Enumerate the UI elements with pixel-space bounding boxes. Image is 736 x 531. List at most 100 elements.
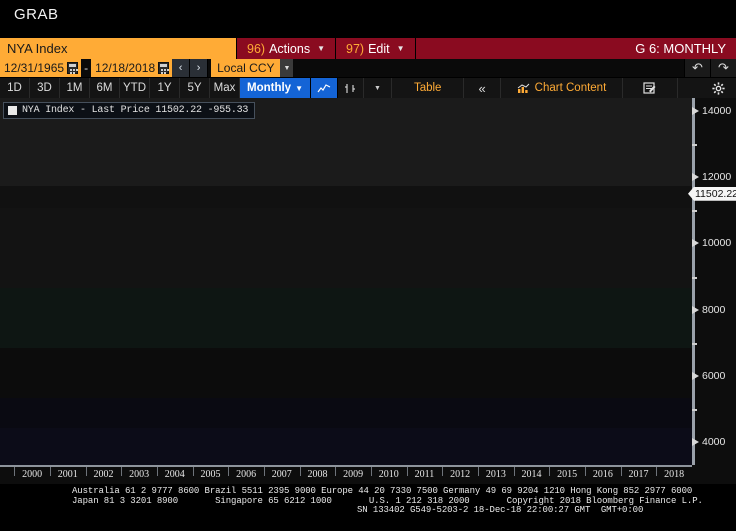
date-range-bar: 12/31/1965 - 12/18/2018 ‹ › Local CCY ▼ … [0,59,736,77]
interval-label: Monthly [247,82,292,94]
edit-menu-label: Edit [368,41,390,56]
chart-content-icon [517,83,530,93]
x-tick-label: 2002 [93,469,114,480]
period-button-3d[interactable]: 3D [30,78,60,98]
security-field[interactable]: NYA Index [0,38,237,59]
annotate-button[interactable] [623,78,679,98]
period-button-1m[interactable]: 1M [60,78,90,98]
chart-legend[interactable]: NYA Index - Last Price 11502.22 -955.33 [3,102,256,119]
prev-period-button[interactable]: ‹ [172,59,191,77]
end-date-field[interactable]: 12/18/2018 [91,59,173,77]
period-button-1y[interactable]: 1Y [150,78,180,98]
legend-label: NYA Index - Last Price 11502.22 -955.33 [22,105,249,116]
chart-mode-label: G 6: MONTHLY [415,38,736,59]
x-tick-separator [85,467,87,476]
x-tick-label: 2012 [450,469,471,480]
bar-chart-type-button[interactable] [338,78,364,98]
y-minor-tick [692,144,697,147]
footer-line-3: SN 133402 G549-5203-2 18-Dec-18 22:00:27… [357,505,644,515]
y-minor-tick [692,342,697,345]
chevron-down-icon: ▼ [295,83,303,93]
x-tick-label: 2008 [307,469,328,480]
period-button-1d[interactable]: 1D [0,78,30,98]
x-tick-label: 2014 [521,469,542,480]
chart-content-button[interactable]: Chart Content [501,78,624,98]
chart-type-more-dropdown[interactable]: ▼ [364,78,392,98]
x-tick-separator [299,467,301,476]
x-tick-separator [263,467,265,476]
interval-dropdown[interactable]: Monthly ▼ [240,78,311,98]
x-tick-label: 2006 [236,469,257,480]
settings-button[interactable] [694,78,736,98]
period-button-6m[interactable]: 6M [90,78,120,98]
x-axis-line [0,465,692,467]
date-bar-spacer [293,59,684,77]
x-tick-separator [620,467,622,476]
undo-button[interactable]: ↶ [684,59,710,77]
y-tick-arrow [692,371,701,380]
line-chart-icon [317,83,331,92]
currency-dropdown-icon[interactable]: ▼ [280,59,294,77]
y-tick-label: 6000 [702,369,726,382]
x-tick-label: 2010 [378,469,399,480]
x-tick-separator [49,467,51,476]
next-period-button[interactable]: › [190,59,209,77]
y-minor-tick [692,408,697,411]
actions-menu-number: 96) [247,41,266,56]
x-tick-label: 2001 [57,469,78,480]
plot-area[interactable] [0,98,692,465]
x-tick-label: 2015 [557,469,578,480]
period-button-max[interactable]: Max [210,78,240,98]
x-tick-separator [513,467,515,476]
x-tick-separator [549,467,551,476]
edit-menu-button[interactable]: 97) Edit ▼ [336,38,416,59]
x-tick-label: 2000 [22,469,43,480]
footer-line-2: Japan 81 3 3201 8900 Singapore 65 6212 1… [72,496,703,506]
collapse-panel-button[interactable]: « [464,78,501,98]
x-tick-separator [584,467,586,476]
x-tick-separator [156,467,158,476]
line-chart-type-button[interactable] [311,78,338,98]
x-tick-label: 2005 [200,469,221,480]
actions-menu-button[interactable]: 96) Actions ▼ [237,38,336,59]
x-tick-label: 2016 [592,469,613,480]
y-tick-label: 12000 [702,171,732,184]
calendar-icon[interactable] [158,62,170,74]
period-button-ytd[interactable]: YTD [120,78,150,98]
gear-icon [712,81,725,95]
redo-button[interactable]: ↷ [710,59,736,77]
period-button-5y[interactable]: 5Y [180,78,210,98]
x-tick-label: 2007 [271,469,292,480]
chevron-down-icon: ▼ [317,44,325,53]
actions-menu-label: Actions [269,41,311,56]
footer-line-1: Australia 61 2 9777 8600 Brazil 5511 239… [72,486,693,496]
y-axis-line [692,98,695,465]
x-tick-separator [370,467,372,476]
grab-label: GRAB [14,6,59,23]
chart-area[interactable]: NYA Index - Last Price 11502.22 -955.33 … [0,98,736,484]
calendar-icon[interactable] [67,62,79,74]
chevron-down-icon: ▼ [396,44,405,53]
y-axis[interactable]: 4000 6000 8000 10000 12000 14000 [692,98,736,465]
y-tick-label: 4000 [702,435,726,448]
plot-background-band [0,428,692,465]
chart-content-label: Chart Content [534,82,607,94]
legend-color-swatch [8,106,17,115]
x-tick-label: 2018 [664,469,685,480]
plot-background-band [0,288,692,348]
x-tick-label: 2017 [628,469,649,480]
toolbar-spacer [678,78,694,98]
start-date-field[interactable]: 12/31/1965 [0,59,82,77]
x-axis[interactable]: 2000 2001 2002 2003 2004 2005 2006 2007 2008 2009… [0,465,692,484]
table-view-button[interactable]: Table [392,78,465,98]
x-tick-label: 2011 [414,469,435,480]
bar-chart-icon [345,83,355,93]
x-tick-separator [335,467,337,476]
y-tick-label: 14000 [702,105,732,118]
y-tick-arrow [692,173,701,182]
x-tick-label: 2013 [485,469,506,480]
plot-background-band [0,208,692,288]
y-tick-arrow [692,239,701,248]
currency-selector[interactable]: Local CCY [211,59,281,77]
